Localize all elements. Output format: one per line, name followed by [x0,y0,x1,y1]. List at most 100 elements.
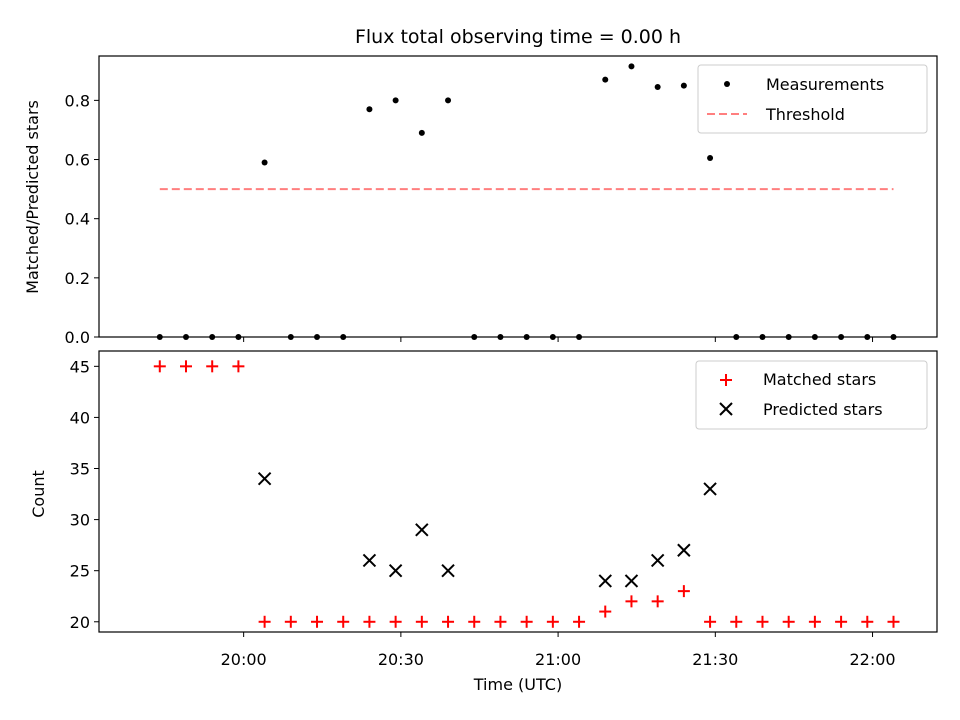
bottom-panel: 20 25 30 35 40 45 20:00 20:30 21:00 21:30 22:00 C… [29,350,938,694]
predicted-star-point [703,482,717,496]
predicted-star-point [388,563,403,578]
matched-star-point [704,615,717,628]
matched-star-point [599,605,612,618]
measurement-point [707,155,714,162]
matched-star-point [677,585,690,598]
matched-star-point [415,615,428,628]
matched-star-point [835,615,848,628]
chart-title: Flux total observing time = 0.00 h [355,26,681,48]
top-y-axis-label: Matched/Predicted stars [23,100,42,294]
legend-predicted-label: Predicted stars [763,400,883,419]
predicted-star-point [415,523,429,537]
matched-star-point [337,615,350,628]
measurement-point [418,129,425,136]
matched-star-point [179,360,192,373]
predicted-star-mark-b [415,523,429,537]
matched-star-point [573,615,586,628]
matched-star-point [494,615,507,628]
matched-star-point [651,595,664,608]
legend-threshold-label: Threshold [765,105,845,124]
matched-star-point [887,615,900,628]
y-tick-label: 0.8 [65,91,90,110]
legend-measurements-label: Measurements [766,75,884,94]
predicted-star-point [362,553,377,568]
predicted-star-mark-b [257,472,272,486]
measurement-point [366,106,373,113]
matched-star-point [284,615,297,628]
top-axes-frame [98,55,938,338]
x-axis-label: Time (UTC) [473,675,562,694]
bottom-legend: Matched stars Predicted stars [695,360,928,430]
matched-star-point [782,615,795,628]
y-tick-label: 20 [70,613,90,632]
x-tick-label: 21:30 [692,650,738,669]
bottom-x-axis: 20:00 20:30 21:00 21:30 22:00 [221,632,896,669]
top-legend: Measurements Threshold [697,64,928,134]
y-tick-label: 35 [70,460,90,479]
top-panel: Flux total observing time = 0.00 h 0.00.… [23,26,938,347]
predicted-star-mark-b [624,574,639,588]
x-tick-label: 20:00 [221,650,267,669]
top-x-ticks [243,337,874,342]
predicted-star-mark-b [677,543,691,557]
bottom-y-axis-label: Count [29,470,48,518]
matched-star-point [442,615,455,628]
predicted-star-point [624,574,639,588]
predicted-star-mark-b [703,482,717,496]
matched-star-point [520,615,533,628]
measurement-point [602,76,609,83]
y-tick-label: 40 [70,408,90,427]
y-tick-label: 0.4 [65,210,90,229]
measurement-point [680,82,687,89]
y-tick-label: 0.0 [65,328,90,347]
legend-measurements-marker [724,81,730,87]
predicted-star-mark-b [441,563,455,578]
matched-star-point [232,360,245,373]
y-tick-label: 45 [70,357,90,376]
bottom-axes-frame [98,350,938,633]
matched-star-point [363,615,376,628]
matched-star-point [389,615,402,628]
matched-star-point [153,360,166,373]
x-tick-label: 20:30 [378,650,424,669]
y-tick-label: 25 [70,562,90,581]
top-y-axis: 0.0 0.2 0.4 0.6 0.8 [65,91,99,347]
x-tick-label: 21:00 [535,650,581,669]
bottom-legend-box [695,360,928,430]
matched-star-point [808,615,821,628]
legend-matched-label: Matched stars [763,370,876,389]
top-legend-box [697,64,928,134]
predicted-star-mark-b [598,574,612,588]
x-tick-label: 22:00 [849,650,895,669]
bottom-y-axis: 20 25 30 35 40 45 [70,357,99,632]
matched-star-point [861,615,874,628]
y-tick-label: 0.2 [65,269,90,288]
matched-star-point [258,615,271,628]
predicted-star-point [598,574,612,588]
matched-star-point [311,615,324,628]
matched-star-point [756,615,769,628]
predicted-star-point [677,543,691,557]
measurement-point [654,84,661,91]
matched-star-point [625,595,638,608]
predicted-star-mark-b [362,553,377,568]
measurement-point [445,97,452,104]
y-tick-label: 0.6 [65,151,90,170]
matched-star-point [468,615,481,628]
matched-star-point [206,360,219,373]
y-tick-label: 30 [70,511,90,530]
predicted-star-point [257,472,272,486]
predicted-star-point [650,553,665,568]
predicted-star-point [441,563,455,578]
matched-star-point [546,615,559,628]
legend-matched-marker [720,374,732,386]
matched-star-point [730,615,743,628]
legend-predicted-marker [719,402,733,416]
bottom-plot-area [153,360,900,628]
predicted-star-mark-b [388,563,403,578]
measurement-point [261,159,268,166]
measurement-point [392,97,399,104]
predicted-star-mark-b [650,553,665,568]
measurement-point [628,63,635,70]
